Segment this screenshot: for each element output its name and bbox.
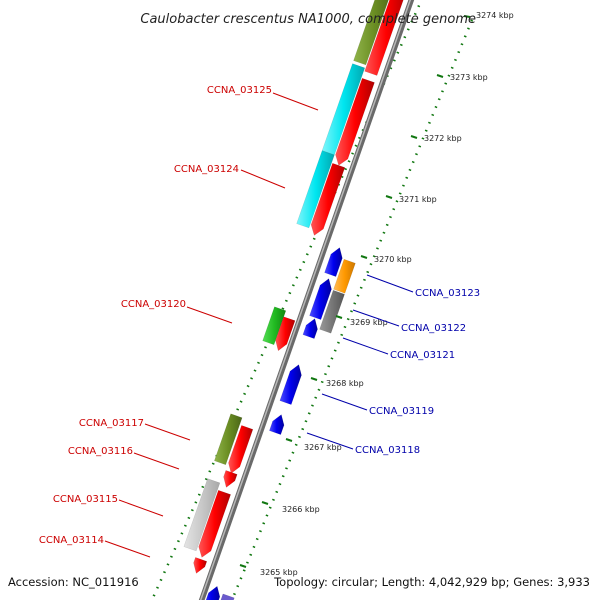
forward-labels: CCNA_03125 CCNA_03124 CCNA_03120 CCNA_03… <box>39 85 319 558</box>
label-leader <box>240 169 286 189</box>
scale-tick <box>463 15 471 18</box>
olive-gene-ccna-03117 <box>214 413 243 466</box>
map-title: Caulobacter crescentus NA1000, complete … <box>140 12 476 27</box>
blue-gene-ccna-03123 <box>324 247 343 277</box>
reverse-labels: CCNA_03123 CCNA_03122 CCNA_03121 CCNA_03… <box>306 274 480 456</box>
genome-backbone-highlight <box>199 0 412 600</box>
cds-red-ccna-03124 <box>310 162 346 236</box>
cyan-gene-ccna-03125 <box>321 63 366 156</box>
scale-tick <box>335 315 343 319</box>
cds-red-ccna-03115 <box>198 489 231 558</box>
cyan-gene-ccna-03124 <box>296 150 335 229</box>
blue-gene-ccna-03118 <box>269 414 285 435</box>
label-leader <box>186 306 233 324</box>
lightgray-gene-ccna-03115 <box>183 478 221 552</box>
label-leader <box>133 452 180 470</box>
cds-red-ccna-03114 <box>193 557 208 574</box>
label-leader <box>144 423 191 441</box>
gene-label-ccna-03117: CCNA_03117 <box>79 418 144 429</box>
cds-red-ccna-03120 <box>275 316 296 352</box>
gene-label-ccna-03118: CCNA_03118 <box>355 445 420 456</box>
genome-backbone <box>198 0 415 600</box>
scale-tick <box>360 255 368 259</box>
genome-summary-text: Topology: circular; Length: 4,042,929 bp… <box>273 575 590 589</box>
scale-label: 3267 kbp <box>304 443 342 452</box>
blue-gene-ccna-03119 <box>279 364 302 405</box>
gene-label-ccna-03114: CCNA_03114 <box>39 535 104 546</box>
cds-red-ccna-03117 <box>228 425 254 474</box>
scale-label: 3271 kbp <box>399 195 437 204</box>
gene-label-ccna-03116: CCNA_03116 <box>68 446 133 457</box>
scale-ticks: 3274 kbp 3273 kbp 3272 kbp 3271 kbp 3270… <box>239 11 514 577</box>
gene-label-ccna-03120: CCNA_03120 <box>121 299 186 310</box>
scale-label: 3270 kbp <box>374 255 412 264</box>
label-leader <box>104 540 151 558</box>
scale-tick <box>239 564 247 568</box>
olive-gene <box>353 0 389 66</box>
orange-gene-ccna-03123 <box>333 258 356 294</box>
gene-label-ccna-03122: CCNA_03122 <box>401 323 466 334</box>
cds-red <box>364 0 404 76</box>
scale-label: 3273 kbp <box>450 73 488 82</box>
gene-label-ccna-03121: CCNA_03121 <box>390 350 455 361</box>
scale-label: 3272 kbp <box>424 134 462 143</box>
cds-red-ccna-03116 <box>223 470 238 488</box>
gene-label-ccna-03123: CCNA_03123 <box>415 288 480 299</box>
cds-red-ccna-03125 <box>335 77 375 166</box>
label-leader <box>272 92 319 111</box>
scale-tick <box>410 135 418 139</box>
scale-label: 3268 kbp <box>326 379 364 388</box>
scale-tick <box>310 377 318 381</box>
scale-tick <box>261 501 269 505</box>
purple-gene-bottom <box>220 593 235 600</box>
label-leader <box>342 337 389 355</box>
gene-label-ccna-03115: CCNA_03115 <box>53 494 118 505</box>
label-leader <box>118 499 164 517</box>
scale-label: 3265 kbp <box>260 568 298 577</box>
gene-label-ccna-03119: CCNA_03119 <box>369 406 434 417</box>
accession-text: Accession: NC_011916 <box>8 575 139 589</box>
gene-features <box>183 0 404 600</box>
label-leader <box>321 393 368 411</box>
label-leader <box>366 274 414 293</box>
label-leader <box>352 309 400 327</box>
scale-label: 3269 kbp <box>350 318 388 327</box>
scale-tick <box>285 438 293 442</box>
gray-gene-ccna-03122 <box>319 289 345 334</box>
blue-gene-bottom <box>205 585 221 600</box>
label-leader <box>306 432 354 450</box>
blue-gene-ccna-03122 <box>309 278 332 320</box>
gene-label-ccna-03124: CCNA_03124 <box>174 164 239 175</box>
scale-label: 3274 kbp <box>476 11 514 20</box>
gene-label-ccna-03125: CCNA_03125 <box>207 85 272 96</box>
green-gene-ccna-03120 <box>262 306 287 346</box>
scale-label: 3266 kbp <box>282 505 320 514</box>
scale-tick <box>436 74 444 78</box>
blue-gene-ccna-03121 <box>302 318 318 339</box>
scale-tick <box>385 195 393 199</box>
